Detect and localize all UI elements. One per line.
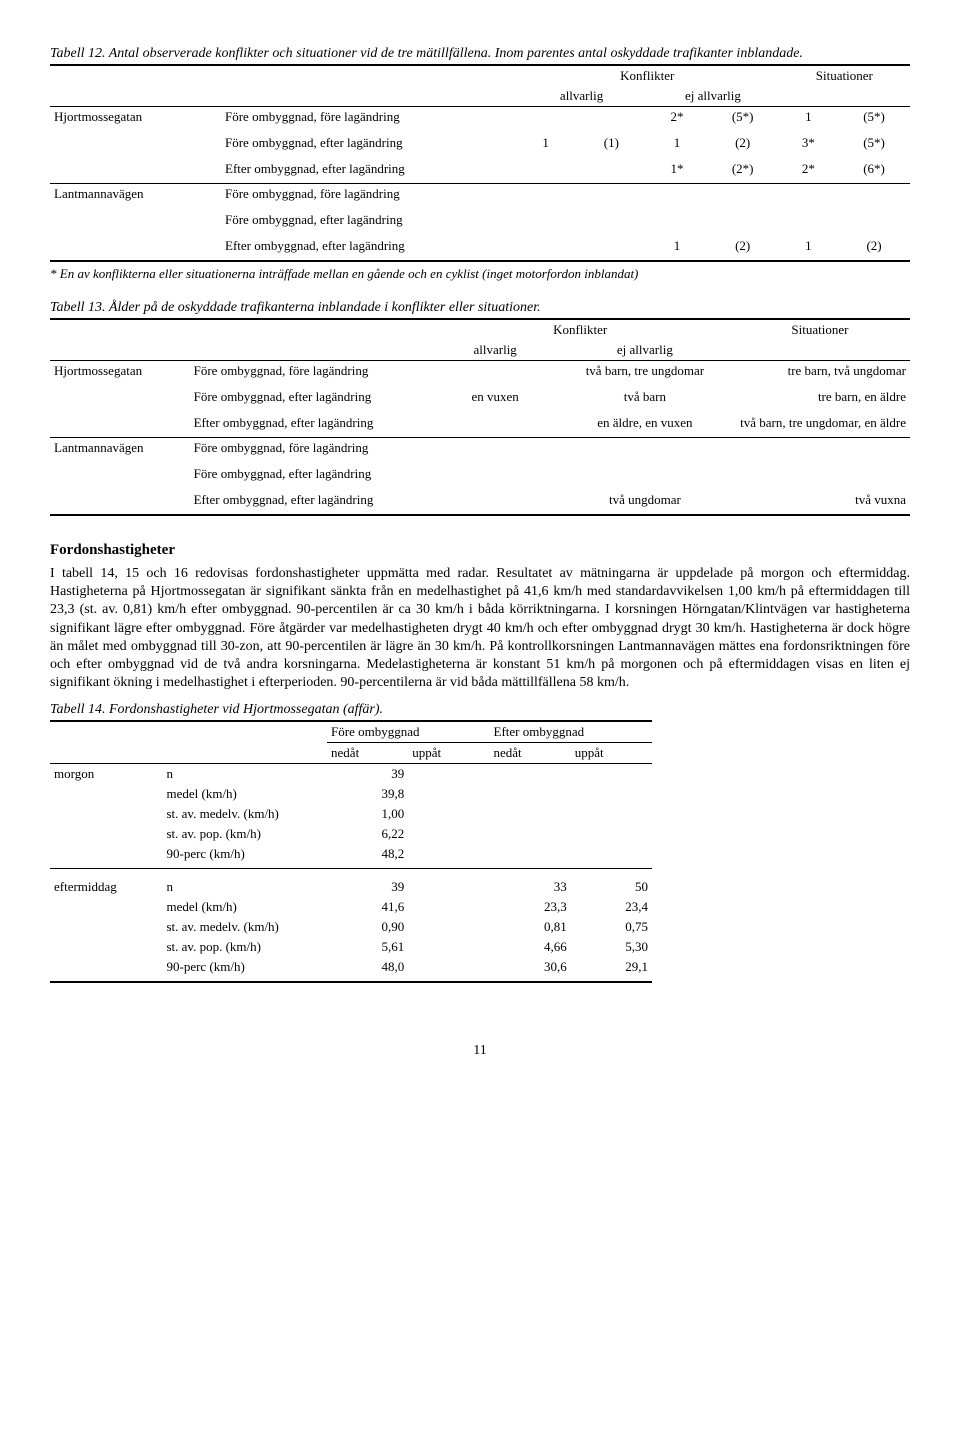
table12-footnote: * En av konflikterna eller situationerna… [50, 266, 910, 282]
t12-r1c2: (5*) [707, 107, 779, 128]
t14-ned1: nedåt [327, 743, 408, 764]
th-konflikter: Konflikter [516, 65, 779, 86]
page-number: 11 [50, 1043, 910, 1059]
t13-r2c1: en vuxen [430, 381, 560, 407]
table12: Konflikter Situationer allvarlig ej allv… [50, 64, 910, 262]
t14-m-stavm: 1,00 [327, 804, 408, 824]
t14-e-90-lbl: 90-perc (km/h) [162, 957, 327, 982]
t12-r1c3: 1 [779, 107, 838, 128]
th-allvarlig: allvarlig [516, 86, 647, 107]
t12-r1-label: Före ombyggnad, före lagändring [221, 107, 516, 128]
t14-th-efter: Efter ombyggnad [490, 721, 653, 743]
t12-r2c1: 1 [516, 127, 575, 153]
t12-r2c2: (1) [575, 127, 647, 153]
t13-r6c3: två vuxna [730, 484, 910, 515]
t13-r1-label: Före ombyggnad, före lagändring [190, 361, 431, 382]
t13-r3-label: Efter ombyggnad, efter lagändring [190, 407, 431, 438]
t13-r2-label: Före ombyggnad, efter lagändring [190, 381, 431, 407]
th-situationer: Situationer [779, 65, 910, 86]
t14-e-90-a: 48,0 [327, 957, 408, 982]
t13-r1c2: två barn, tre ungdomar [560, 361, 730, 382]
t13-r3c3: två barn, tre ungdomar, en äldre [730, 407, 910, 438]
t13-r3c2: en äldre, en vuxen [560, 407, 730, 438]
t12-r5-label: Före ombyggnad, efter lagändring [221, 204, 516, 230]
t13-r5-label: Före ombyggnad, efter lagändring [190, 458, 431, 484]
t14-e-medel-d: 23,4 [571, 897, 652, 917]
t14-e-n-c: 33 [490, 869, 571, 898]
t13-th-ejallv: ej allvarlig [560, 340, 730, 361]
t14-e-90-c: 30,6 [490, 957, 571, 982]
t13-loc2: Lantmannavägen [50, 438, 190, 459]
speeds-heading: Fordonshastigheter [50, 542, 910, 559]
t14-e-stavp-a: 5,61 [327, 937, 408, 957]
t14-m-stavp-lbl: st. av. pop. (km/h) [162, 824, 327, 844]
table12-caption: Tabell 12. Antal observerade konflikter … [50, 46, 910, 62]
t12-r2-label: Före ombyggnad, efter lagändring [221, 127, 516, 153]
t12-r3c4: (6*) [838, 153, 910, 184]
t14-m-90-lbl: 90-perc (km/h) [162, 844, 327, 869]
t12-r6c1: 1 [647, 230, 706, 261]
t14-e-90-d: 29,1 [571, 957, 652, 982]
t14-e-stavm-a: 0,90 [327, 917, 408, 937]
t13-r4-label: Före ombyggnad, före lagändring [190, 438, 431, 459]
t14-e-n-d: 50 [571, 869, 652, 898]
t14-em: eftermiddag [50, 869, 162, 898]
t13-th-sit: Situationer [730, 319, 910, 340]
t12-r3c1: 1* [647, 153, 706, 184]
table13-caption: Tabell 13. Ålder på de oskyddade trafika… [50, 300, 910, 316]
t13-r2c2: två barn [560, 381, 730, 407]
t12-r3-label: Efter ombyggnad, efter lagändring [221, 153, 516, 184]
t13-r2c3: tre barn, en äldre [730, 381, 910, 407]
t12-r6c3: 1 [779, 230, 838, 261]
t12-r6c2: (2) [707, 230, 779, 261]
t14-th-fore: Före ombyggnad [327, 721, 489, 743]
t14-e-stavm-d: 0,75 [571, 917, 652, 937]
t14-e-medel-c: 23,3 [490, 897, 571, 917]
t12-r3c3: 2* [779, 153, 838, 184]
t12-r1c4: (5*) [838, 107, 910, 128]
t13-r6c2: två ungdomar [560, 484, 730, 515]
t14-upp2: uppåt [571, 743, 652, 764]
t12-loc1: Hjortmossegatan [50, 107, 221, 128]
t14-e-medel-lbl: medel (km/h) [162, 897, 327, 917]
table14-caption: Tabell 14. Fordonshastigheter vid Hjortm… [50, 702, 910, 718]
table13: Konflikter Situationer allvarlig ej allv… [50, 318, 910, 516]
table14: Före ombyggnad Efter ombyggnad nedåt upp… [50, 720, 652, 983]
t12-r2c4: (2) [707, 127, 779, 153]
t12-r6c4: (2) [838, 230, 910, 261]
t14-m-90: 48,2 [327, 844, 408, 869]
t12-r6-label: Efter ombyggnad, efter lagändring [221, 230, 516, 261]
t14-e-stavp-d: 5,30 [571, 937, 652, 957]
t14-e-n-lbl: n [162, 869, 327, 898]
t12-r1c1: 2* [647, 107, 706, 128]
t14-upp1: uppåt [408, 743, 489, 764]
t14-m-medel-lbl: medel (km/h) [162, 784, 327, 804]
t12-r4-label: Före ombyggnad, före lagändring [221, 184, 516, 205]
t14-e-n-a: 39 [327, 869, 408, 898]
t14-e-stavm-c: 0,81 [490, 917, 571, 937]
t14-e-medel-a: 41,6 [327, 897, 408, 917]
t12-r2c6: (5*) [838, 127, 910, 153]
t14-ned2: nedåt [490, 743, 571, 764]
t12-r2c3: 1 [647, 127, 706, 153]
th-ejallvarlig: ej allvarlig [647, 86, 778, 107]
t14-m-n-lbl: n [162, 764, 327, 785]
t14-m-medel: 39,8 [327, 784, 408, 804]
t13-loc1: Hjortmossegatan [50, 361, 190, 382]
t12-r2c5: 3* [779, 127, 838, 153]
t12-loc2: Lantmannavägen [50, 184, 221, 205]
speeds-paragraph: I tabell 14, 15 och 16 redovisas fordons… [50, 565, 910, 692]
t13-th-allv: allvarlig [430, 340, 560, 361]
t12-r3c2: (2*) [707, 153, 779, 184]
t13-th-konf: Konflikter [430, 319, 729, 340]
t14-m-stavp: 6,22 [327, 824, 408, 844]
t14-e-stavm-lbl: st. av. medelv. (km/h) [162, 917, 327, 937]
t14-m-stavm-lbl: st. av. medelv. (km/h) [162, 804, 327, 824]
t14-e-stavp-c: 4,66 [490, 937, 571, 957]
t14-m-n: 39 [327, 764, 408, 785]
t14-morgon: morgon [50, 764, 162, 785]
t13-r6-label: Efter ombyggnad, efter lagändring [190, 484, 431, 515]
t14-e-stavp-lbl: st. av. pop. (km/h) [162, 937, 327, 957]
t13-r1c3: tre barn, två ungdomar [730, 361, 910, 382]
